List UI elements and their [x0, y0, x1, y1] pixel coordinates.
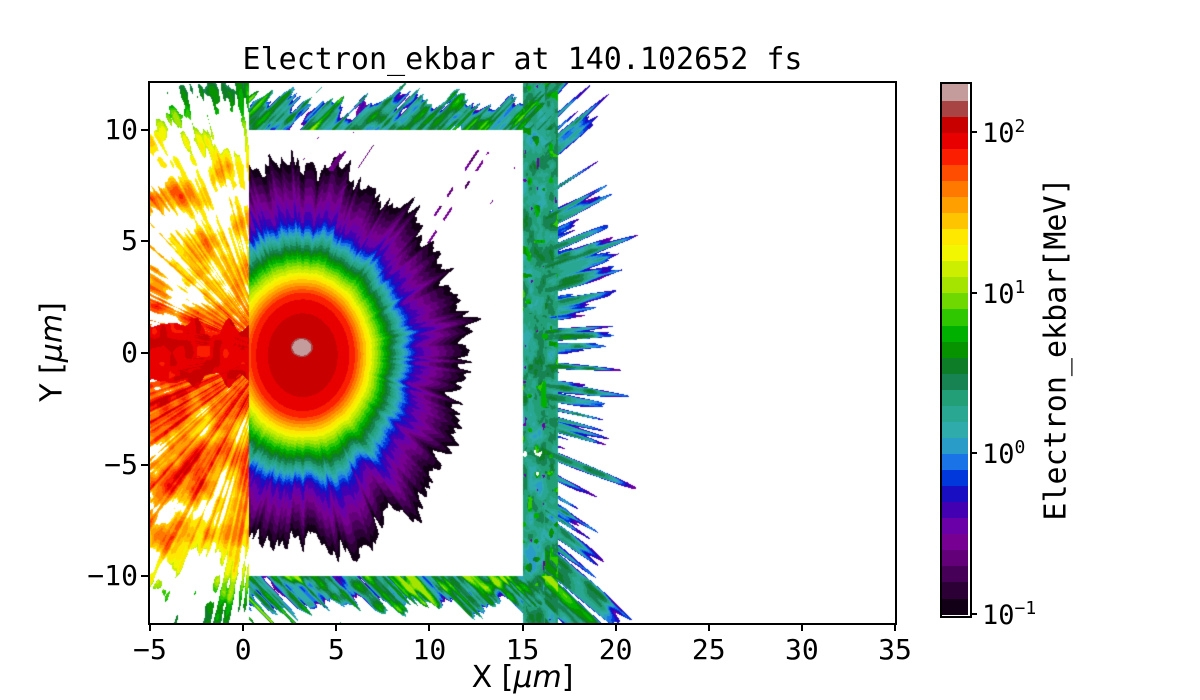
colorbar-band — [942, 132, 968, 149]
colorbar-band — [942, 116, 968, 133]
x-tick-label: 30 — [785, 633, 819, 666]
colorbar-band — [942, 196, 968, 214]
y-tick-mark — [141, 463, 148, 466]
colorbar-band — [942, 292, 968, 310]
x-tick-label: 0 — [234, 633, 252, 666]
colorbar-tick-mark — [970, 291, 977, 294]
y-axis-label-prefix: Y [ — [34, 362, 70, 402]
colorbar-band — [942, 260, 968, 278]
colorbar-band — [942, 485, 968, 503]
colorbar-band — [942, 164, 968, 181]
x-tick-label: −5 — [133, 633, 167, 666]
x-axis-label-prefix: X [ — [471, 660, 514, 695]
x-tick-mark — [428, 624, 431, 631]
x-tick-label: 25 — [691, 633, 726, 666]
heatmap-canvas — [150, 83, 895, 623]
colorbar-band — [942, 244, 968, 262]
y-axis-label: Y [μm] — [35, 302, 70, 402]
y-tick-mark — [141, 352, 148, 354]
colorbar-band — [942, 148, 968, 165]
colorbar-band — [942, 100, 968, 117]
colorbar-band — [942, 565, 968, 583]
y-tick-mark — [141, 240, 148, 243]
colorbar-tick-mark — [970, 613, 977, 615]
colorbar-tick-label: 10−1 — [982, 598, 1037, 631]
colorbar-band — [942, 501, 968, 519]
colorbar-band — [942, 340, 968, 358]
x-tick-mark — [800, 624, 803, 631]
x-tick-mark — [335, 624, 338, 631]
colorbar-band — [942, 453, 968, 471]
colorbar-tick-label: 102 — [982, 116, 1026, 150]
y-axis-label-suffix: ] — [34, 302, 70, 314]
colorbar-band — [942, 469, 968, 487]
colorbar-band — [942, 228, 968, 246]
colorbar-band — [942, 84, 968, 101]
colorbar-band — [942, 276, 968, 294]
colorbar-band — [942, 324, 968, 342]
y-tick-label: −5 — [104, 447, 138, 481]
y-axis-unit: μm — [34, 313, 70, 363]
x-tick-mark — [149, 624, 151, 631]
x-axis-label: X [μm] — [150, 660, 895, 695]
y-tick-label: 10 — [104, 112, 138, 146]
x-tick-label: 15 — [505, 633, 540, 666]
colorbar-band — [942, 517, 968, 535]
colorbar-tick-mark — [970, 452, 977, 455]
x-tick-mark — [521, 624, 524, 631]
y-tick-label: 5 — [121, 224, 138, 258]
plot-title: Electron_ekbar at 140.102652 fs — [242, 42, 803, 77]
colorbar-band — [942, 533, 968, 551]
x-tick-label: 35 — [878, 633, 912, 666]
colorbar-band — [942, 405, 968, 422]
x-tick-mark — [614, 624, 617, 631]
colorbar-band — [942, 437, 968, 454]
x-axis-label-suffix: ] — [561, 660, 574, 695]
colorbar-band — [942, 549, 968, 567]
y-tick-mark — [141, 128, 148, 131]
colorbar-band — [942, 581, 968, 599]
y-tick-mark — [141, 575, 148, 578]
colorbar-tick-label: 101 — [982, 276, 1026, 310]
x-axis-unit: μm — [513, 660, 562, 695]
x-tick-label: 10 — [412, 633, 447, 666]
y-tick-label: −10 — [87, 559, 138, 593]
x-tick-mark — [707, 624, 710, 631]
colorbar-band — [942, 389, 968, 406]
colorbar-band — [942, 180, 968, 198]
x-tick-mark — [894, 624, 896, 631]
x-tick-label: 20 — [598, 633, 633, 666]
colorbar-band — [942, 373, 968, 390]
y-tick-label: 0 — [121, 336, 138, 369]
colorbar-band — [942, 212, 968, 230]
colorbar-band — [942, 421, 968, 438]
colorbar-band — [942, 597, 968, 615]
colorbar-label: Electron_ekbar[MeV] — [1038, 177, 1074, 521]
colorbar-tick-label: 100 — [982, 437, 1026, 471]
colorbar-tick-mark — [970, 131, 977, 134]
colorbar-band — [942, 308, 968, 326]
colorbar — [942, 84, 968, 615]
x-tick-label: 5 — [327, 633, 345, 666]
colorbar-band — [942, 357, 968, 374]
x-tick-mark — [242, 624, 245, 631]
